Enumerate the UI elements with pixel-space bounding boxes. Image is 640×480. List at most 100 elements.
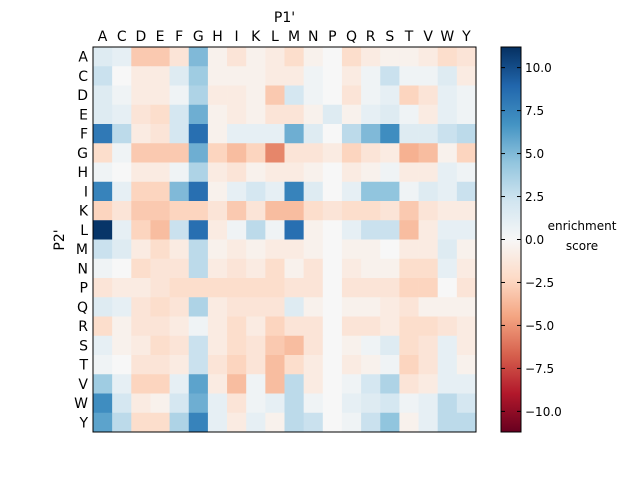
heatmap-cell-D-R xyxy=(361,85,381,106)
heatmap-cell-Y-V xyxy=(418,412,439,433)
heatmap-cell-S-L xyxy=(265,335,285,356)
heatmap-cell-R-Y xyxy=(456,316,477,337)
heatmap-cell-W-N xyxy=(303,393,324,414)
heatmap-cell-L-Y xyxy=(456,220,477,240)
heatmap-cell-W-L xyxy=(265,393,285,414)
heatmap-cell-P-H xyxy=(207,278,228,298)
heatmap-cell-S-A xyxy=(93,335,113,356)
heatmap-cell-M-M xyxy=(284,239,305,260)
heatmap-cell-G-C xyxy=(112,143,132,163)
heatmap-cell-H-H xyxy=(207,162,228,183)
heatmap-cell-N-V xyxy=(418,258,439,279)
heatmap-cell-T-Q xyxy=(341,355,362,375)
heatmap-cell-H-A xyxy=(93,162,113,183)
heatmap-cell-P-F xyxy=(169,278,190,298)
heatmap-cell-W-S xyxy=(380,393,400,414)
heatmap-cell-C-D xyxy=(131,66,151,86)
heatmap-cell-Y-T xyxy=(399,412,419,433)
heatmap-cell-I-Q xyxy=(341,181,362,202)
heatmap-cell-R-W xyxy=(437,316,458,337)
heatmap-cell-F-N xyxy=(303,124,324,144)
heatmap-cell-E-M xyxy=(284,104,305,125)
y-tick-label: H xyxy=(77,165,88,181)
heatmap-cell-F-Q xyxy=(341,124,362,144)
heatmap-cell-P-E xyxy=(150,278,170,298)
heatmap-cell-K-T xyxy=(399,201,419,221)
heatmap-cell-Q-P xyxy=(322,297,343,317)
heatmap-cell-P-I xyxy=(227,278,247,298)
heatmap-cell-Q-M xyxy=(284,297,305,317)
heatmap-cell-M-N xyxy=(303,239,324,260)
heatmap-cell-M-A xyxy=(93,239,113,260)
heatmap-cell-R-F xyxy=(169,316,190,337)
heatmap-cell-A-T xyxy=(399,47,419,67)
heatmap-cell-K-F xyxy=(169,201,190,221)
heatmap-cell-D-F xyxy=(169,85,190,106)
heatmap-cell-W-V xyxy=(418,393,439,414)
colorbar-tick-label: 7.5 xyxy=(525,104,544,118)
heatmap-cell-V-P xyxy=(322,374,343,394)
heatmap-cell-C-K xyxy=(246,66,266,86)
heatmap-cell-G-P xyxy=(322,143,343,163)
heatmap-cell-H-R xyxy=(361,162,381,183)
heatmap-cell-R-S xyxy=(380,316,400,337)
heatmap-cell-D-W xyxy=(437,85,458,106)
y-tick-label: C xyxy=(78,69,88,85)
y-tick-label: K xyxy=(79,204,89,220)
x-tick-label: N xyxy=(308,29,318,45)
heatmap-cell-I-Y xyxy=(456,181,477,202)
heatmap-cell-Q-R xyxy=(361,297,381,317)
heatmap-cell-D-Y xyxy=(456,85,477,106)
heatmap-cell-Y-A xyxy=(93,412,113,433)
y-tick-label: Q xyxy=(77,300,88,316)
heatmap-cell-P-Y xyxy=(456,278,477,298)
heatmap-cell-K-R xyxy=(361,201,381,221)
heatmap-cell-R-G xyxy=(188,316,209,337)
heatmap-cell-G-A xyxy=(93,143,113,163)
heatmap-cell-C-R xyxy=(361,66,381,86)
heatmap-cell-M-S xyxy=(380,239,400,260)
heatmap-cell-T-C xyxy=(112,355,132,375)
heatmap-cell-F-V xyxy=(418,124,439,144)
heatmap-cell-C-V xyxy=(418,66,439,86)
heatmap-cell-K-I xyxy=(227,201,247,221)
y-tick-label: V xyxy=(78,377,88,393)
heatmap-cell-A-P xyxy=(322,47,343,67)
heatmap-cell-H-N xyxy=(303,162,324,183)
heatmap-cell-D-Q xyxy=(341,85,362,106)
heatmap-cell-E-I xyxy=(227,104,247,125)
x-tick-label: R xyxy=(366,29,376,45)
heatmap-cell-G-R xyxy=(361,143,381,163)
heatmap-cell-G-K xyxy=(246,143,266,163)
heatmap-cell-P-A xyxy=(93,278,113,298)
heatmap-cell-E-L xyxy=(265,104,285,125)
heatmap-cell-Q-D xyxy=(131,297,151,317)
heatmap-cell-M-K xyxy=(246,239,266,260)
heatmap-cell-G-G xyxy=(188,143,209,163)
heatmap-cell-L-N xyxy=(303,220,324,240)
x-tick-label: S xyxy=(385,29,394,45)
heatmap-cell-I-S xyxy=(380,181,400,202)
y-tick-label: A xyxy=(78,50,88,66)
heatmap-cell-P-P xyxy=(322,278,343,298)
y-tick-label: E xyxy=(79,107,88,123)
colorbar-title-line2: score xyxy=(566,239,598,253)
heatmap-cell-E-N xyxy=(303,104,324,125)
heatmap-cell-Q-G xyxy=(188,297,209,317)
heatmap-cell-S-R xyxy=(361,335,381,356)
heatmap-cell-I-N xyxy=(303,181,324,202)
heatmap-cell-Y-D xyxy=(131,412,151,433)
heatmap-cell-Y-R xyxy=(361,412,381,433)
heatmap-cell-T-E xyxy=(150,355,170,375)
heatmap-cell-N-M xyxy=(284,258,305,279)
heatmap-cell-C-L xyxy=(265,66,285,86)
heatmap-cell-F-D xyxy=(131,124,151,144)
heatmap-cell-A-M xyxy=(284,47,305,67)
heatmap-cell-V-S xyxy=(380,374,400,394)
colorbar-tick-label: −5.0 xyxy=(525,319,554,333)
heatmap-cell-E-S xyxy=(380,104,400,125)
heatmap-cell-I-G xyxy=(188,181,209,202)
heatmap-cell-W-Y xyxy=(456,393,477,414)
heatmap-cell-Y-C xyxy=(112,412,132,433)
